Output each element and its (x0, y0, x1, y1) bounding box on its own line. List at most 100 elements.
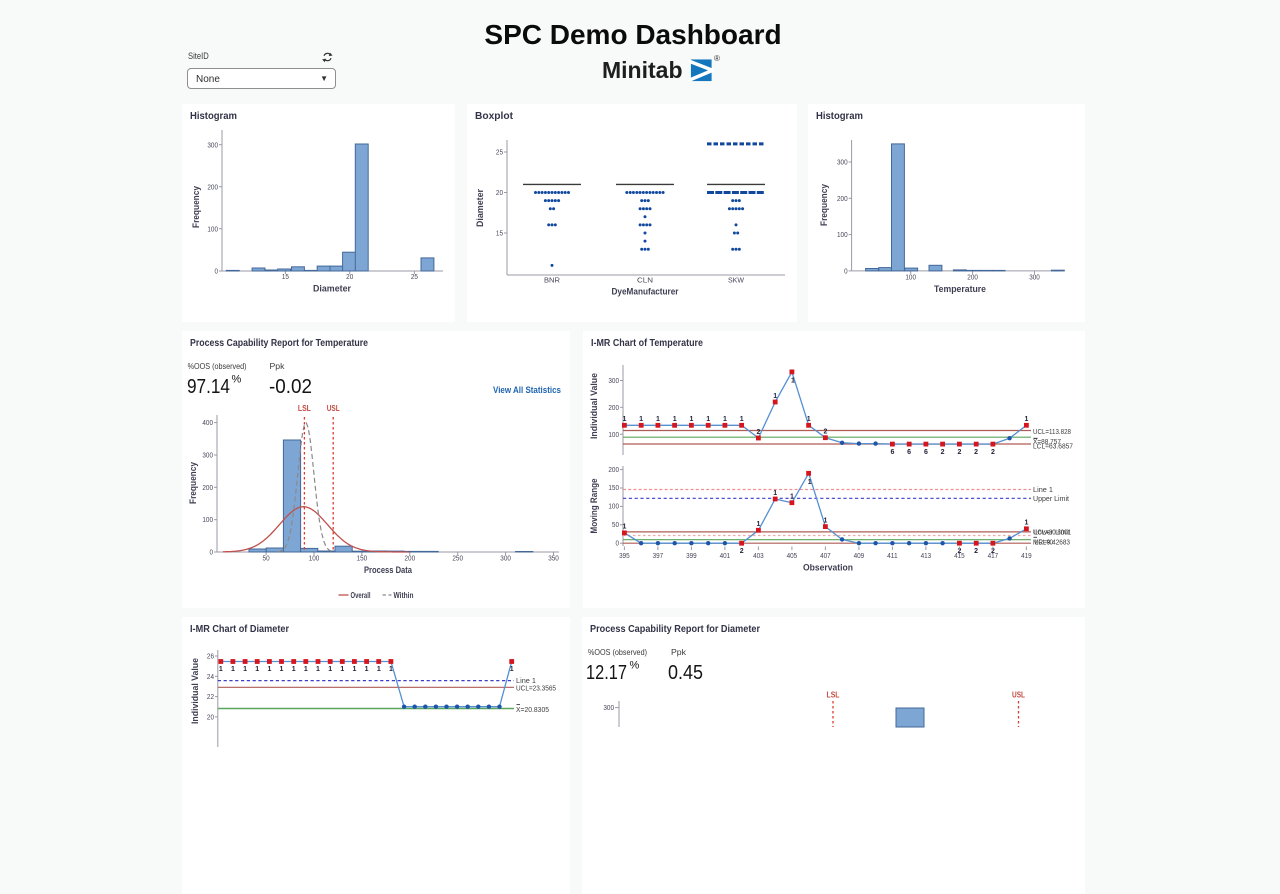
svg-text:22: 22 (207, 692, 214, 701)
svg-text:400: 400 (202, 418, 213, 427)
svg-text:1: 1 (231, 666, 235, 673)
svg-text:1: 1 (219, 666, 223, 673)
svg-text:MR=9.42683: MR=9.42683 (1033, 538, 1070, 547)
svg-text:1: 1 (377, 666, 381, 673)
svg-text:24: 24 (207, 672, 214, 681)
svg-text:100: 100 (202, 515, 213, 524)
svg-text:100: 100 (608, 430, 619, 439)
svg-text:1: 1 (243, 666, 247, 673)
svg-text:150: 150 (357, 554, 368, 563)
svg-text:350: 350 (548, 554, 559, 563)
svg-text:300: 300 (837, 158, 848, 167)
svg-text:300: 300 (1029, 273, 1040, 282)
svg-text:Diameter: Diameter (313, 284, 351, 295)
svg-text:1: 1 (791, 377, 795, 384)
svg-text:2: 2 (974, 449, 978, 456)
svg-text:Diameter: Diameter (475, 189, 486, 227)
svg-text:6: 6 (924, 449, 928, 456)
svg-text:250: 250 (452, 554, 463, 563)
svg-text:X=88.757: X=88.757 (1033, 437, 1061, 446)
svg-text:2: 2 (957, 449, 961, 456)
svg-text:Histogram: Histogram (190, 110, 237, 122)
svg-text:Frequency: Frequency (191, 185, 202, 228)
svg-text:200: 200 (608, 465, 619, 474)
svg-text:-0.02: -0.02 (269, 376, 312, 398)
svg-text:417: 417 (988, 551, 999, 560)
svg-text:20: 20 (207, 713, 214, 722)
svg-text:15: 15 (282, 272, 289, 281)
svg-text:2: 2 (756, 429, 760, 436)
svg-text:1: 1 (808, 479, 812, 486)
svg-text:1: 1 (673, 416, 677, 423)
svg-text:1: 1 (340, 666, 344, 673)
svg-text:395: 395 (619, 551, 630, 560)
svg-text:1: 1 (639, 416, 643, 423)
svg-text:407: 407 (820, 551, 831, 560)
svg-text:Overall: Overall (351, 591, 371, 600)
svg-text:2: 2 (941, 449, 945, 456)
svg-text:2: 2 (974, 548, 978, 555)
svg-text:413: 413 (921, 551, 932, 560)
svg-text:%: % (232, 374, 242, 386)
svg-text:%: % (630, 660, 640, 672)
svg-text:Process Capability Report for: Process Capability Report for Diameter (590, 623, 760, 635)
svg-text:CLN: CLN (637, 276, 653, 285)
svg-text:411: 411 (887, 551, 898, 560)
svg-text:X=20.8305: X=20.8305 (516, 705, 549, 714)
svg-text:419: 419 (1021, 551, 1032, 560)
svg-text:LSL: LSL (298, 404, 311, 413)
svg-text:150: 150 (608, 483, 619, 492)
svg-text:1: 1 (389, 666, 393, 673)
svg-text:1: 1 (622, 524, 626, 531)
svg-text:1: 1 (280, 666, 284, 673)
svg-text:0: 0 (844, 267, 848, 276)
svg-text:415: 415 (954, 551, 965, 560)
svg-text:%OOS (observed): %OOS (observed) (588, 647, 647, 657)
svg-text:100: 100 (309, 554, 320, 563)
svg-text:300: 300 (603, 703, 614, 712)
svg-text:Temperature: Temperature (934, 284, 986, 295)
svg-text:BNR: BNR (544, 276, 561, 285)
svg-text:1: 1 (807, 416, 811, 423)
svg-text:2: 2 (740, 548, 744, 555)
svg-text:6: 6 (907, 449, 911, 456)
svg-text:Frequency: Frequency (188, 461, 199, 504)
svg-text:Ppk: Ppk (270, 361, 286, 371)
svg-text:1: 1 (304, 666, 308, 673)
svg-text:1: 1 (773, 490, 777, 497)
svg-text:200: 200 (967, 273, 978, 282)
svg-text:1: 1 (622, 416, 626, 423)
svg-text:Individual Value: Individual Value (589, 373, 600, 439)
svg-text:1: 1 (352, 666, 356, 673)
svg-text:25: 25 (496, 148, 503, 157)
svg-text:1: 1 (823, 517, 827, 524)
svg-text:1: 1 (365, 666, 369, 673)
svg-text:0: 0 (616, 538, 620, 547)
svg-text:View All Statistics: View All Statistics (493, 385, 561, 396)
svg-text:1: 1 (328, 666, 332, 673)
svg-text:Process Data: Process Data (364, 565, 413, 576)
svg-text:97.14: 97.14 (187, 376, 230, 398)
svg-text:1: 1 (267, 666, 271, 673)
svg-text:1: 1 (773, 393, 777, 400)
svg-text:26: 26 (207, 652, 214, 661)
svg-text:300: 300 (608, 376, 619, 385)
svg-text:2: 2 (991, 449, 995, 456)
svg-text:15: 15 (496, 229, 503, 238)
svg-text:SKW: SKW (728, 276, 745, 285)
svg-text:6: 6 (890, 449, 894, 456)
svg-text:200: 200 (202, 483, 213, 492)
svg-text:200: 200 (608, 403, 619, 412)
svg-text:100: 100 (905, 273, 916, 282)
svg-text:1: 1 (740, 416, 744, 423)
svg-text:1: 1 (292, 666, 296, 673)
svg-text:1: 1 (255, 666, 259, 673)
svg-text:0: 0 (210, 548, 214, 557)
svg-text:20: 20 (346, 272, 353, 281)
svg-text:300: 300 (202, 451, 213, 460)
svg-text:12.17: 12.17 (586, 662, 627, 684)
svg-text:1: 1 (689, 416, 693, 423)
svg-text:1: 1 (316, 666, 320, 673)
svg-text:2: 2 (957, 548, 961, 555)
svg-text:Histogram: Histogram (816, 110, 863, 122)
